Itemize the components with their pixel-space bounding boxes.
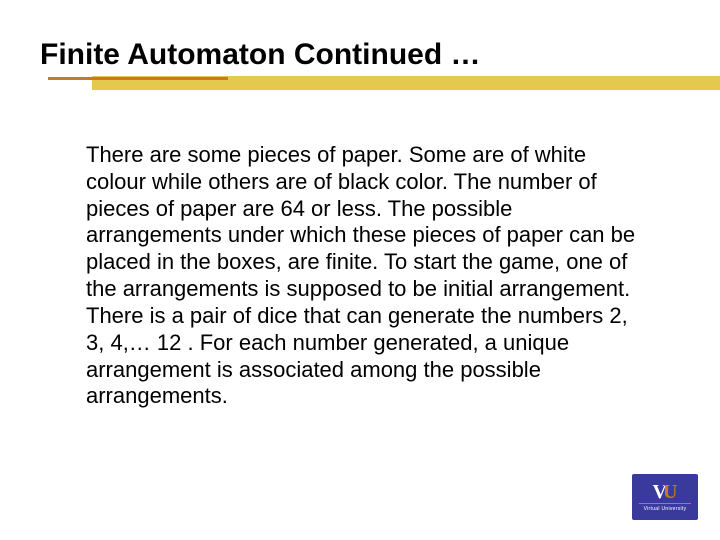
vu-logo-divider: [639, 503, 691, 504]
vu-logo-letter-u: U: [663, 482, 677, 502]
slide: Finite Automaton Continued … There are s…: [0, 0, 720, 540]
vu-logo: V U Virtual University: [632, 474, 698, 520]
underline-orange: [48, 77, 228, 80]
slide-title: Finite Automaton Continued …: [40, 38, 680, 72]
vu-logo-letters: V U: [653, 482, 678, 502]
vu-logo-subtitle: Virtual University: [644, 506, 687, 512]
vu-logo-box: V U Virtual University: [632, 474, 698, 520]
title-underline: [40, 74, 680, 96]
title-block: Finite Automaton Continued …: [40, 38, 680, 96]
slide-body-text: There are some pieces of paper. Some are…: [86, 142, 642, 410]
